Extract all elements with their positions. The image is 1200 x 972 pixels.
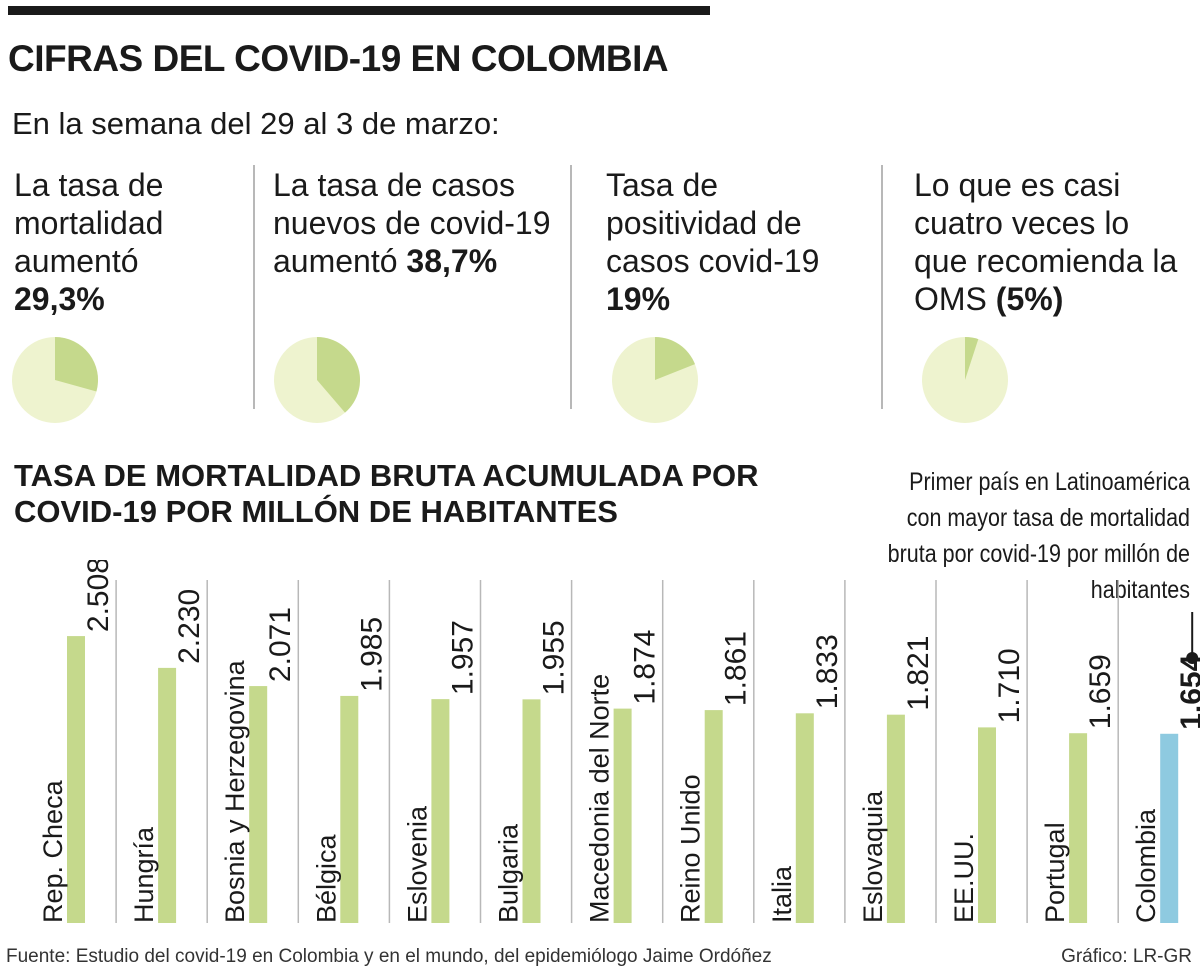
bar-category-label: Bélgica <box>311 833 341 923</box>
bar-category-label: Rep. Checa <box>38 779 68 923</box>
pie-new-cases <box>273 336 361 424</box>
divider <box>570 165 572 409</box>
bar-value-label: 1.654 <box>1175 654 1200 729</box>
stat-positivity: Tasa de positividad de casos covid-19 19… <box>606 166 868 318</box>
pie-positivity <box>611 336 699 424</box>
bar <box>340 695 359 923</box>
bar <box>249 686 268 923</box>
bar <box>67 636 85 923</box>
bar-value-label: 1.861 <box>720 631 753 706</box>
bar <box>1069 733 1088 923</box>
pie-slice <box>317 337 361 413</box>
stat-text: Tasa de positividad de casos covid-19 <box>606 167 820 279</box>
top-rule <box>8 6 710 15</box>
divider <box>881 165 883 409</box>
bar-category-label: Eslovenia <box>402 805 432 923</box>
page-title: CIFRAS DEL COVID-19 EN COLOMBIA <box>8 38 669 79</box>
bar-category-label: Italia <box>767 865 797 923</box>
stat-text: La tasa de casos nuevos de covid-19 aume… <box>273 167 551 279</box>
bar-chart: 2.508 Rep. Checa 2.230 Hungría 2.071 Bosnia y… <box>38 560 1200 923</box>
bar-category-label: Colombia <box>1131 808 1161 923</box>
annotation-dot <box>1186 652 1199 664</box>
bar-value-label: 2.071 <box>264 607 297 682</box>
bar-value-label: 1.821 <box>902 636 935 711</box>
pie-slice <box>965 337 979 380</box>
bar-value-label: 1.710 <box>993 648 1026 723</box>
bar-value-label: 1.659 <box>1084 654 1117 729</box>
bar <box>158 667 177 923</box>
bar <box>613 708 632 923</box>
bar-value-label: 1.957 <box>446 620 479 695</box>
bar-value-label: 1.833 <box>811 634 844 709</box>
bar-category-label: Bosnia y Herzegovina <box>220 659 250 923</box>
stat-text: La tasa de mortalidad aumentó <box>14 167 164 279</box>
chart-annotation: Primer país en Latinoamérica con mayor t… <box>887 468 1190 604</box>
bar-category-label: Portugal <box>1040 822 1070 923</box>
bar <box>1160 733 1179 923</box>
bar-category-label: Reino Unido <box>676 774 706 923</box>
stat-oms: Lo que es casi cuatro veces lo que recom… <box>914 166 1190 318</box>
divider <box>253 165 255 409</box>
pie-oms <box>921 336 1009 424</box>
bar-category-label: Eslovaquia <box>858 790 888 923</box>
bar <box>978 727 996 923</box>
stat-value: (5%) <box>995 281 1064 317</box>
bar-value-label: 1.985 <box>355 617 388 692</box>
credit-note: Gráfico: LR-GR <box>1061 946 1192 967</box>
bar <box>522 699 541 923</box>
week-subtitle: En la semana del 29 al 3 de marzo: <box>12 106 500 141</box>
stat-value: 38,7% <box>406 243 498 279</box>
source-note: Fuente: Estudio del covid-19 en Colombia… <box>6 946 772 967</box>
stat-text: Lo que es casi cuatro veces lo que recom… <box>914 167 1178 317</box>
stat-mortality: La tasa de mortalidad aumentó 29,3% <box>14 166 214 318</box>
stat-new-cases: La tasa de casos nuevos de covid-19 aume… <box>273 166 563 280</box>
bar-value-label: 1.874 <box>629 630 662 705</box>
bar-value-label: 1.955 <box>538 620 571 695</box>
stat-value: 19% <box>606 281 671 317</box>
chart-title: TASA DE MORTALIDAD BRUTA ACUMULADA POR C… <box>14 458 759 529</box>
bar-category-label: Hungría <box>129 826 159 923</box>
pie-mortality <box>11 336 99 424</box>
stat-value: 29,3% <box>14 281 105 317</box>
bar-category-label: Bulgaria <box>494 823 524 923</box>
bar <box>431 699 450 923</box>
bar <box>795 713 814 923</box>
bar <box>704 710 723 923</box>
bar <box>886 714 905 923</box>
bar-category-label: Macedonia del Norte <box>585 674 615 923</box>
bar-value-label: 2.230 <box>173 589 206 664</box>
bar-category-label: EE.UU. <box>949 833 979 923</box>
pie-slice <box>655 337 695 380</box>
pie-slice <box>55 337 99 392</box>
bar-value-label: 2.508 <box>82 560 115 632</box>
